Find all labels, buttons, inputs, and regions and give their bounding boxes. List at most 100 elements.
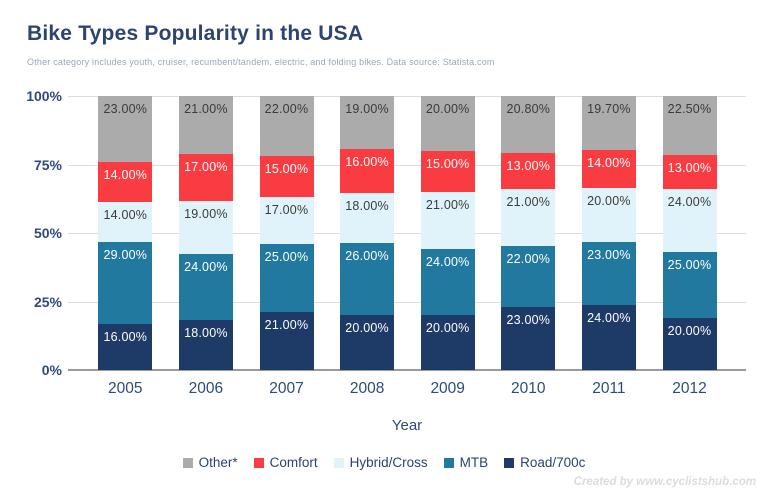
watermark: Created by www.cyclistshub.com (573, 476, 756, 488)
bar-segment-label: 22.00% (264, 102, 309, 116)
bar-segment-label: 23.00% (103, 102, 148, 116)
bar-segment-label: 21.00% (425, 197, 470, 212)
bar-segment-label: 24.00% (184, 259, 228, 274)
gridline (68, 96, 746, 97)
x-tick-label: 2012 (672, 380, 707, 397)
bar-segment-label: 16.00% (345, 154, 389, 169)
bar-segment[interactable] (98, 161, 153, 202)
bar-segment-label: 21.00% (506, 194, 551, 209)
bar-segment[interactable] (340, 96, 395, 149)
legend-swatch-icon (182, 457, 193, 468)
bar-segment[interactable] (501, 246, 556, 307)
bar-segment[interactable] (178, 154, 233, 202)
bar-segment-label: 20.00% (587, 193, 631, 208)
legend-swatch-icon (333, 457, 344, 468)
bar-segment-label: 18.00% (345, 198, 389, 213)
bar-segment[interactable] (581, 242, 636, 305)
bar-segment-label: 20.80% (506, 102, 551, 116)
bar-segment[interactable] (259, 243, 314, 313)
bar-segment[interactable] (259, 312, 314, 370)
bar-segment[interactable] (501, 96, 556, 154)
bar-segment[interactable] (98, 324, 153, 370)
legend-item: Road/700c (504, 455, 585, 470)
bar-segment[interactable] (420, 191, 475, 250)
bar-segment[interactable] (340, 314, 395, 370)
bar-segment[interactable] (581, 187, 636, 243)
legend-item: Other* (182, 455, 238, 470)
bar-segment-label: 14.00% (103, 167, 148, 182)
bar-segment[interactable] (98, 201, 153, 242)
gridline (68, 164, 746, 166)
bar-segment[interactable] (581, 304, 636, 370)
bar-segment[interactable] (178, 201, 233, 254)
bar-segment[interactable] (662, 154, 717, 190)
y-tick-label: 100% (26, 88, 62, 104)
legend-label: Hybrid/Cross (349, 455, 428, 470)
bar-segment-label: 23.00% (506, 312, 551, 327)
y-tick-label: 50% (33, 225, 62, 241)
bar-segment[interactable] (259, 96, 314, 157)
legend-item: Comfort (253, 455, 318, 470)
legend: Other* Comfort Hybrid/Cross MTB Road/700c (0, 455, 768, 470)
bar-segment[interactable] (340, 242, 395, 315)
bar-segment-label: 25.00% (264, 249, 309, 264)
bar-segment-label: 19.00% (184, 207, 228, 222)
bar-segment-label: 24.00% (587, 310, 631, 325)
x-axis-title: Year (391, 417, 423, 434)
bar-segment[interactable] (259, 197, 314, 244)
bar-segment-label: 29.00% (103, 247, 148, 262)
bar-segment[interactable] (662, 189, 717, 252)
x-axis-baseline (68, 369, 746, 371)
bar-segment-label: 24.00% (425, 255, 470, 270)
legend-swatch-icon (443, 457, 454, 468)
bar-segment[interactable] (662, 96, 717, 155)
bar-segment-label: 17.00% (264, 203, 309, 218)
bar-segment[interactable] (501, 306, 556, 370)
bar-segment-label: 13.00% (667, 160, 712, 175)
bar-segment[interactable] (662, 252, 717, 318)
chart-title: Bike Types Popularity in the USA (27, 22, 364, 45)
bar-segment[interactable] (420, 249, 475, 316)
bar-segment[interactable] (581, 96, 636, 150)
x-tick-label: 2007 (269, 380, 304, 397)
bar-segment-label: 22.00% (506, 252, 551, 267)
bar-segment[interactable] (662, 317, 717, 370)
bar-segment[interactable] (420, 96, 475, 151)
bar-segment[interactable] (340, 192, 395, 243)
legend-swatch-icon (253, 457, 264, 468)
legend-label: Comfort (269, 455, 318, 470)
bar-segment-label: 15.00% (264, 162, 309, 177)
bar-segment-label: 18.00% (184, 326, 228, 341)
legend-label: Road/700c (520, 455, 586, 470)
bar-segment[interactable] (501, 153, 556, 189)
bar-segment[interactable] (501, 188, 556, 247)
bar-segment-label: 20.00% (345, 320, 389, 335)
gridline (68, 233, 746, 234)
bar-segment-label: 23.00% (587, 248, 631, 263)
bar-segment[interactable] (581, 149, 636, 188)
chart-subtitle: Other category includes youth, cruiser, … (27, 57, 495, 67)
bar-segment-label: 13.00% (506, 159, 551, 174)
bar-segment-label: 20.00% (425, 102, 470, 116)
bar-segment-label: 26.00% (345, 248, 389, 263)
bar-segment[interactable] (178, 320, 233, 370)
bar-segment-label: 19.70% (587, 102, 631, 116)
bar-segment[interactable] (178, 96, 233, 155)
bar-segment[interactable] (98, 241, 153, 325)
bar-segment[interactable] (178, 253, 233, 321)
bar-segment[interactable] (420, 150, 475, 192)
bar-segment[interactable] (259, 156, 314, 198)
bar-segment-label: 21.00% (264, 318, 309, 333)
legend-label: MTB (459, 455, 489, 470)
x-tick-label: 2011 (592, 380, 626, 397)
bar-segment[interactable] (420, 315, 475, 370)
bar-segment[interactable] (340, 148, 395, 193)
bar-segment[interactable] (98, 96, 153, 162)
x-tick-label: 2009 (430, 380, 465, 397)
y-tick-label: 75% (33, 156, 62, 173)
y-tick-label: 25% (33, 293, 62, 310)
bar-segment-label: 25.00% (667, 258, 712, 272)
legend-label: Other* (198, 455, 238, 470)
